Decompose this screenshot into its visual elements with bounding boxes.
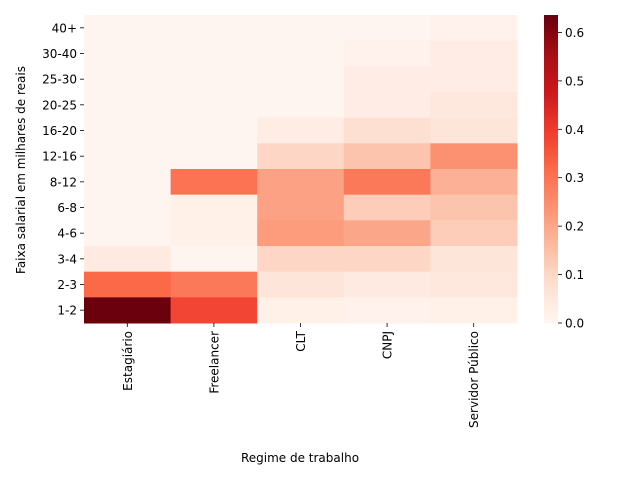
y-tick-label: 16-20 [42,124,77,138]
heatmap-cell [343,271,431,298]
heatmap-cell [343,220,431,247]
heatmap-cells [84,15,518,324]
heatmap-cell [343,143,431,170]
heatmap-cell [343,92,431,119]
heatmap-cell [257,15,345,42]
y-tick-label: 20-25 [42,98,77,112]
heatmap-cell [257,271,345,298]
heatmap-cell [430,271,518,298]
heatmap-cell [170,194,258,221]
heatmap-cell [84,271,172,298]
colorbar-tick-label: 0.0 [565,317,584,331]
heatmap-cell [257,194,345,221]
y-tick-label: 25-30 [42,73,77,87]
heatmap-cell [430,15,518,42]
heatmap-cell [84,66,172,93]
heatmap-cell [170,117,258,144]
heatmap-cell [430,66,518,93]
y-tick-label: 8-12 [50,175,77,189]
heatmap-cell [343,169,431,196]
heatmap-cell [430,117,518,144]
heatmap-cell [343,246,431,273]
x-tick-label: CNPJ [381,331,395,359]
y-axis-ticks: 40+ 30-40 25-30 20-25 16-20 12-16 8-12 6-8 4-6 3-… [42,21,84,318]
y-tick-label: 2-3 [57,278,77,292]
heatmap-cell [430,92,518,119]
heatmap-cell [343,66,431,93]
x-tick-label: Servidor Público [467,331,481,428]
heatmap-cell [170,169,258,196]
heatmap-cell [257,66,345,93]
colorbar-tick-label: 0.5 [565,74,584,88]
heatmap-cell [430,297,518,324]
heatmap-cell [430,169,518,196]
heatmap-cell [430,194,518,221]
heatmap-cell [84,297,172,324]
heatmap-cell [343,40,431,67]
heatmap-cell [430,246,518,273]
y-tick-label: 4-6 [57,227,77,241]
colorbar-ticks: 0.0 0.1 0.2 0.3 0.4 0.5 0.6 [558,26,584,331]
heatmap-cell [430,220,518,247]
heatmap-cell [170,15,258,42]
y-tick-label: 1-2 [57,304,77,318]
heatmap-cell [170,271,258,298]
heatmap-cell [170,66,258,93]
heatmap-cell [170,92,258,119]
y-tick-label: 6-8 [57,201,77,215]
colorbar [544,15,558,323]
heatmap-cell [430,143,518,170]
heatmap-cell [84,246,172,273]
x-tick-label: CLT [294,330,308,351]
y-axis-label: Faixa salarial em milhares de reais [14,66,28,274]
heatmap-cell [257,169,345,196]
x-axis-label: Regime de trabalho [241,451,359,465]
colorbar-tick-label: 0.2 [565,220,584,234]
heatmap-cell [257,92,345,119]
heatmap-cell [170,143,258,170]
heatmap-cell [343,297,431,324]
y-tick-label: 40+ [52,21,77,35]
heatmap-cell [170,297,258,324]
x-tick-label: Freelancer [207,331,221,394]
colorbar-tick-label: 0.6 [565,26,584,40]
y-tick-label: 3-4 [57,252,77,266]
colorbar-tick-label: 0.1 [565,268,584,282]
heatmap-cell [430,40,518,67]
heatmap-cell [84,169,172,196]
heatmap-cell [257,40,345,67]
y-tick-label: 30-40 [42,47,77,61]
heatmap-cell [257,143,345,170]
heatmap-cell [84,117,172,144]
heatmap-cell [257,117,345,144]
heatmap-cell [170,220,258,247]
heatmap-cell [84,40,172,67]
heatmap-cell [84,220,172,247]
heatmap-cell [257,246,345,273]
heatmap-cell [343,194,431,221]
colorbar-tick-label: 0.4 [565,123,584,137]
y-tick-label: 12-16 [42,150,77,164]
x-tick-label: Estagiário [121,331,135,391]
heatmap-cell [257,220,345,247]
colorbar-tick-label: 0.3 [565,171,584,185]
heatmap-cell [170,40,258,67]
heatmap-cell [84,92,172,119]
heatmap-cell [257,297,345,324]
x-axis-ticks: Estagiário Freelancer CLT CNPJ Servidor Públ… [121,323,481,428]
heatmap-cell [343,117,431,144]
heatmap-cell [343,15,431,42]
heatmap-cell [84,15,172,42]
heatmap-cell [84,143,172,170]
heatmap-cell [84,194,172,221]
heatmap-cell [170,246,258,273]
